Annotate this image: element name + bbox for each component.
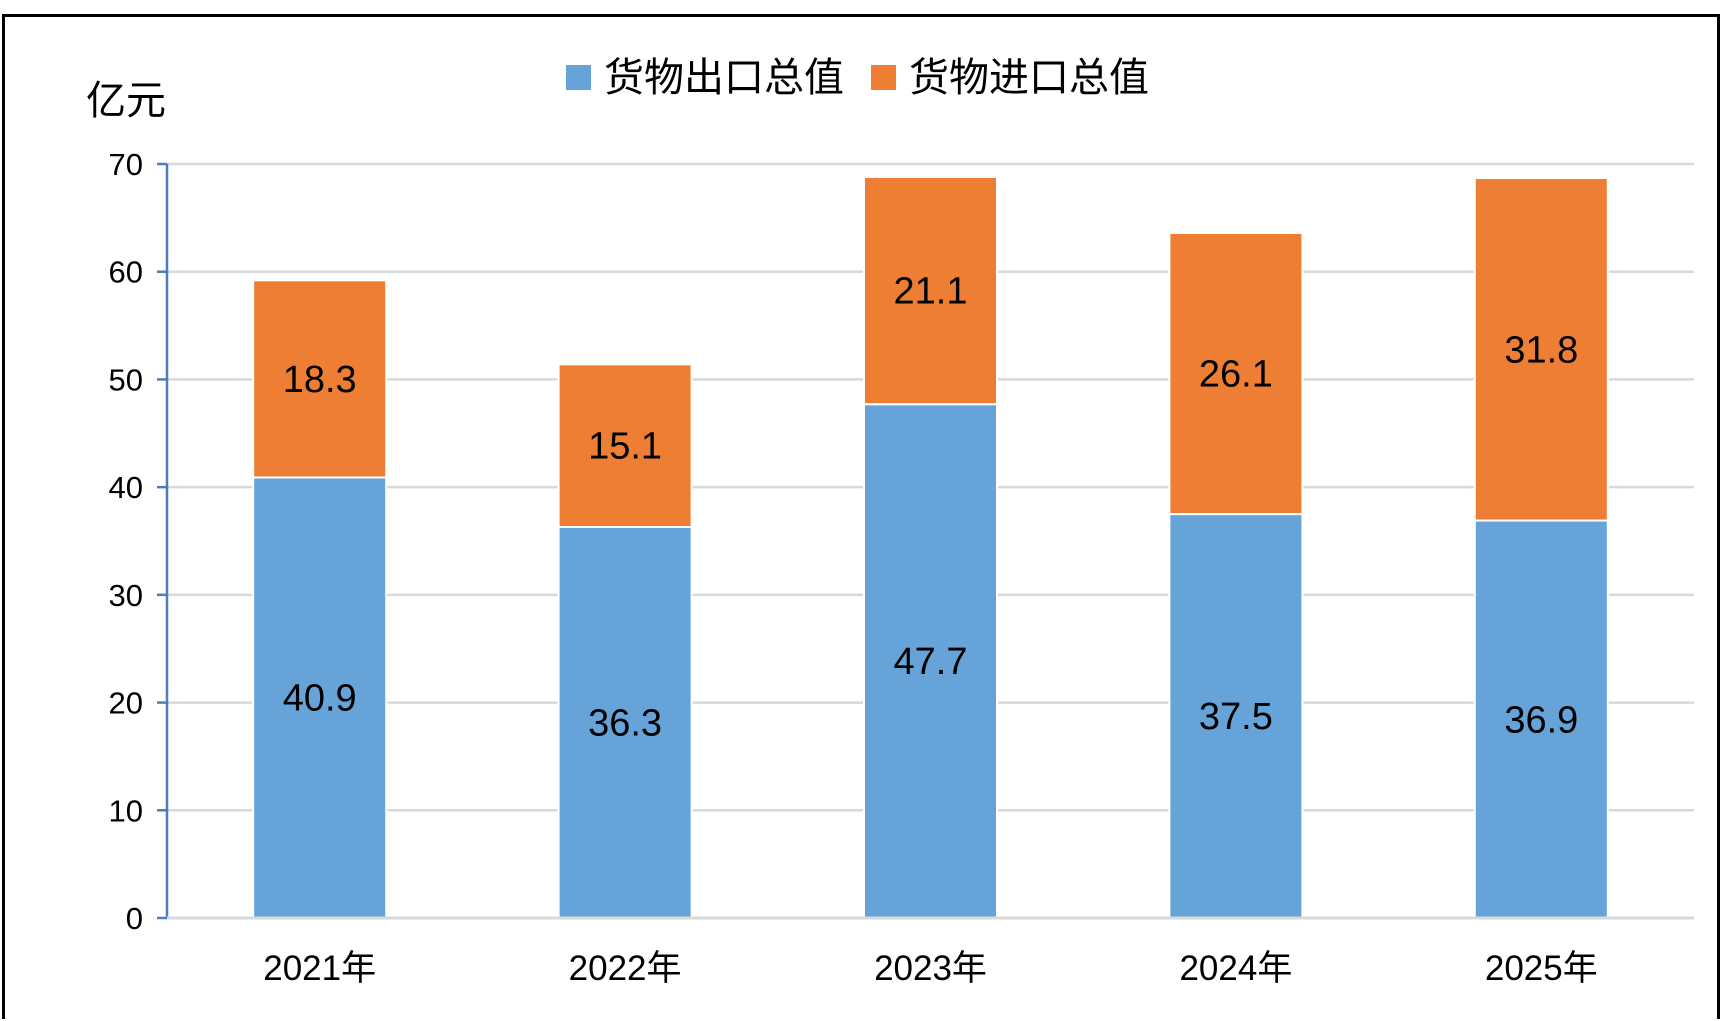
data-label: 31.8: [1504, 329, 1578, 371]
data-label: 40.9: [283, 678, 357, 720]
bar-import: [863, 175, 998, 406]
bar-import: [252, 279, 388, 479]
x-tick-label: 2024年: [1179, 949, 1292, 988]
legend: 货物出口总值 货物进口总值: [566, 55, 1149, 101]
data-label: 37.5: [1199, 696, 1273, 738]
data-label: 36.3: [588, 702, 662, 744]
bar-import: [1168, 231, 1304, 516]
y-tick-label: 0: [126, 901, 143, 936]
data-label: 36.9: [1504, 699, 1578, 741]
y-tick-label: 50: [109, 362, 143, 397]
bar-import: [1473, 177, 1609, 522]
legend-swatch: [566, 65, 591, 90]
bar-export: [1168, 513, 1304, 919]
x-tick-label: 2021年: [263, 949, 376, 988]
x-tick-label: 2022年: [569, 949, 682, 988]
y-tick-label: 10: [109, 793, 143, 828]
x-tick-label: 2025年: [1485, 949, 1598, 988]
legend-entry: 货物出口总值: [604, 55, 844, 101]
y-tick-label: 40: [109, 470, 143, 505]
legend-entry: 货物进口总值: [909, 55, 1149, 101]
data-label: 18.3: [283, 359, 357, 401]
legend-swatch: [871, 65, 896, 90]
bar-export: [252, 476, 388, 919]
labels: 0 10 20 30 40 50 60 70 40.9 18.3 2021年 36.3 15.1 2022…: [109, 147, 1598, 988]
bar-import: [557, 363, 693, 528]
y-tick-label: 70: [109, 147, 143, 182]
data-label: 26.1: [1199, 354, 1273, 396]
data-label: 21.1: [894, 271, 968, 313]
y-tick-label: 20: [109, 686, 143, 721]
bars: [252, 175, 1609, 920]
bar-export: [863, 403, 998, 919]
x-tick-label: 2023年: [874, 949, 987, 988]
y-tick-label: 60: [109, 255, 143, 290]
axes: [157, 162, 1694, 920]
bar-export: [1473, 519, 1609, 920]
y-axis-unit-label: 亿元: [86, 78, 166, 124]
data-label: 47.7: [894, 641, 968, 683]
y-tick-label: 30: [109, 578, 143, 613]
data-label: 15.1: [588, 426, 662, 468]
bar-export: [557, 525, 693, 919]
